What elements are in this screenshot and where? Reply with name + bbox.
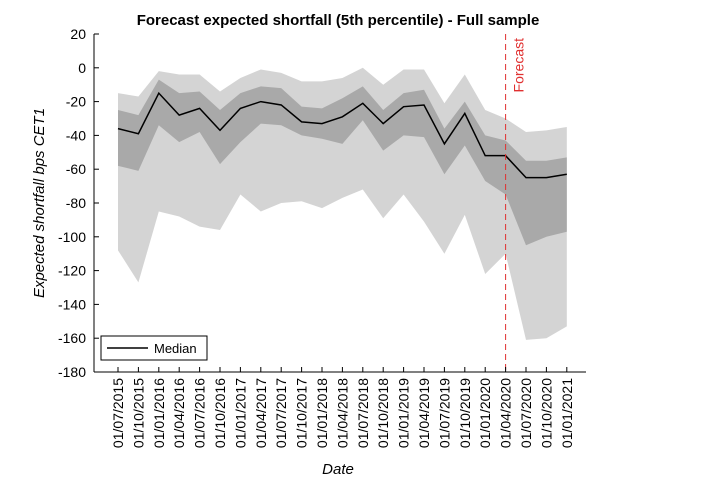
x-tick-label: 01/01/2018	[314, 378, 330, 448]
y-tick-label: -80	[66, 195, 86, 211]
x-tick-label: 01/01/2021	[559, 378, 575, 448]
x-tick-label: 01/01/2016	[151, 378, 167, 448]
x-tick-label: 01/10/2019	[457, 378, 473, 448]
y-tick-label: -100	[58, 229, 86, 245]
x-tick-label: 01/07/2019	[436, 378, 452, 448]
x-axis-label: Date	[322, 461, 354, 478]
y-tick-label: -120	[58, 263, 86, 279]
x-tick-label: 01/01/2019	[396, 378, 412, 448]
y-tick-label: 20	[70, 26, 86, 42]
y-tick-label: -140	[58, 296, 86, 312]
ticks-layer: 20 0 -20 -40 -60 -80 -100 -120 -140 -160 -180 01/07…	[58, 26, 575, 448]
y-tick-label: -180	[58, 364, 86, 380]
y-axis-label: Expected shortfall bps CET1	[31, 108, 48, 298]
y-tick-label: 0	[78, 60, 86, 76]
x-tick-label: 01/10/2015	[130, 378, 146, 448]
x-tick-label: 01/10/2017	[294, 378, 310, 448]
band-inner	[118, 79, 567, 246]
x-tick-label: 01/04/2019	[416, 378, 432, 448]
x-tick-label: 01/04/2017	[253, 378, 269, 448]
chart-title: Forecast expected shortfall (5th percent…	[137, 12, 540, 29]
x-tick-label: 01/04/2020	[498, 378, 514, 448]
x-tick-label: 01/10/2018	[375, 378, 391, 448]
legend-median-label: Median	[154, 341, 197, 356]
x-tick-label: 01/10/2020	[538, 378, 554, 448]
x-tick-label: 01/07/2020	[518, 378, 534, 448]
x-tick-label: 01/07/2018	[355, 378, 371, 448]
x-tick-label: 01/01/2020	[477, 378, 493, 448]
x-tick-label: 01/04/2016	[171, 378, 187, 448]
x-tick-label: 01/07/2017	[273, 378, 289, 448]
forecast-layer: Forecast	[505, 34, 527, 372]
y-tick-label: -60	[66, 161, 86, 177]
legend: Median	[100, 335, 208, 361]
x-tick-label: 01/10/2016	[212, 378, 228, 448]
y-tick-label: -40	[66, 127, 86, 143]
x-tick-label: 01/07/2015	[110, 378, 126, 448]
bands-layer	[118, 67, 567, 340]
median-layer	[117, 91, 567, 179]
x-tick-label: 01/07/2016	[192, 378, 208, 448]
y-tick-label: -20	[66, 94, 86, 110]
x-tick-label: 01/01/2017	[232, 378, 248, 448]
y-tick-label: -160	[58, 330, 86, 346]
x-tick-label: 01/04/2018	[334, 378, 350, 448]
forecast-label: Forecast	[511, 38, 527, 93]
